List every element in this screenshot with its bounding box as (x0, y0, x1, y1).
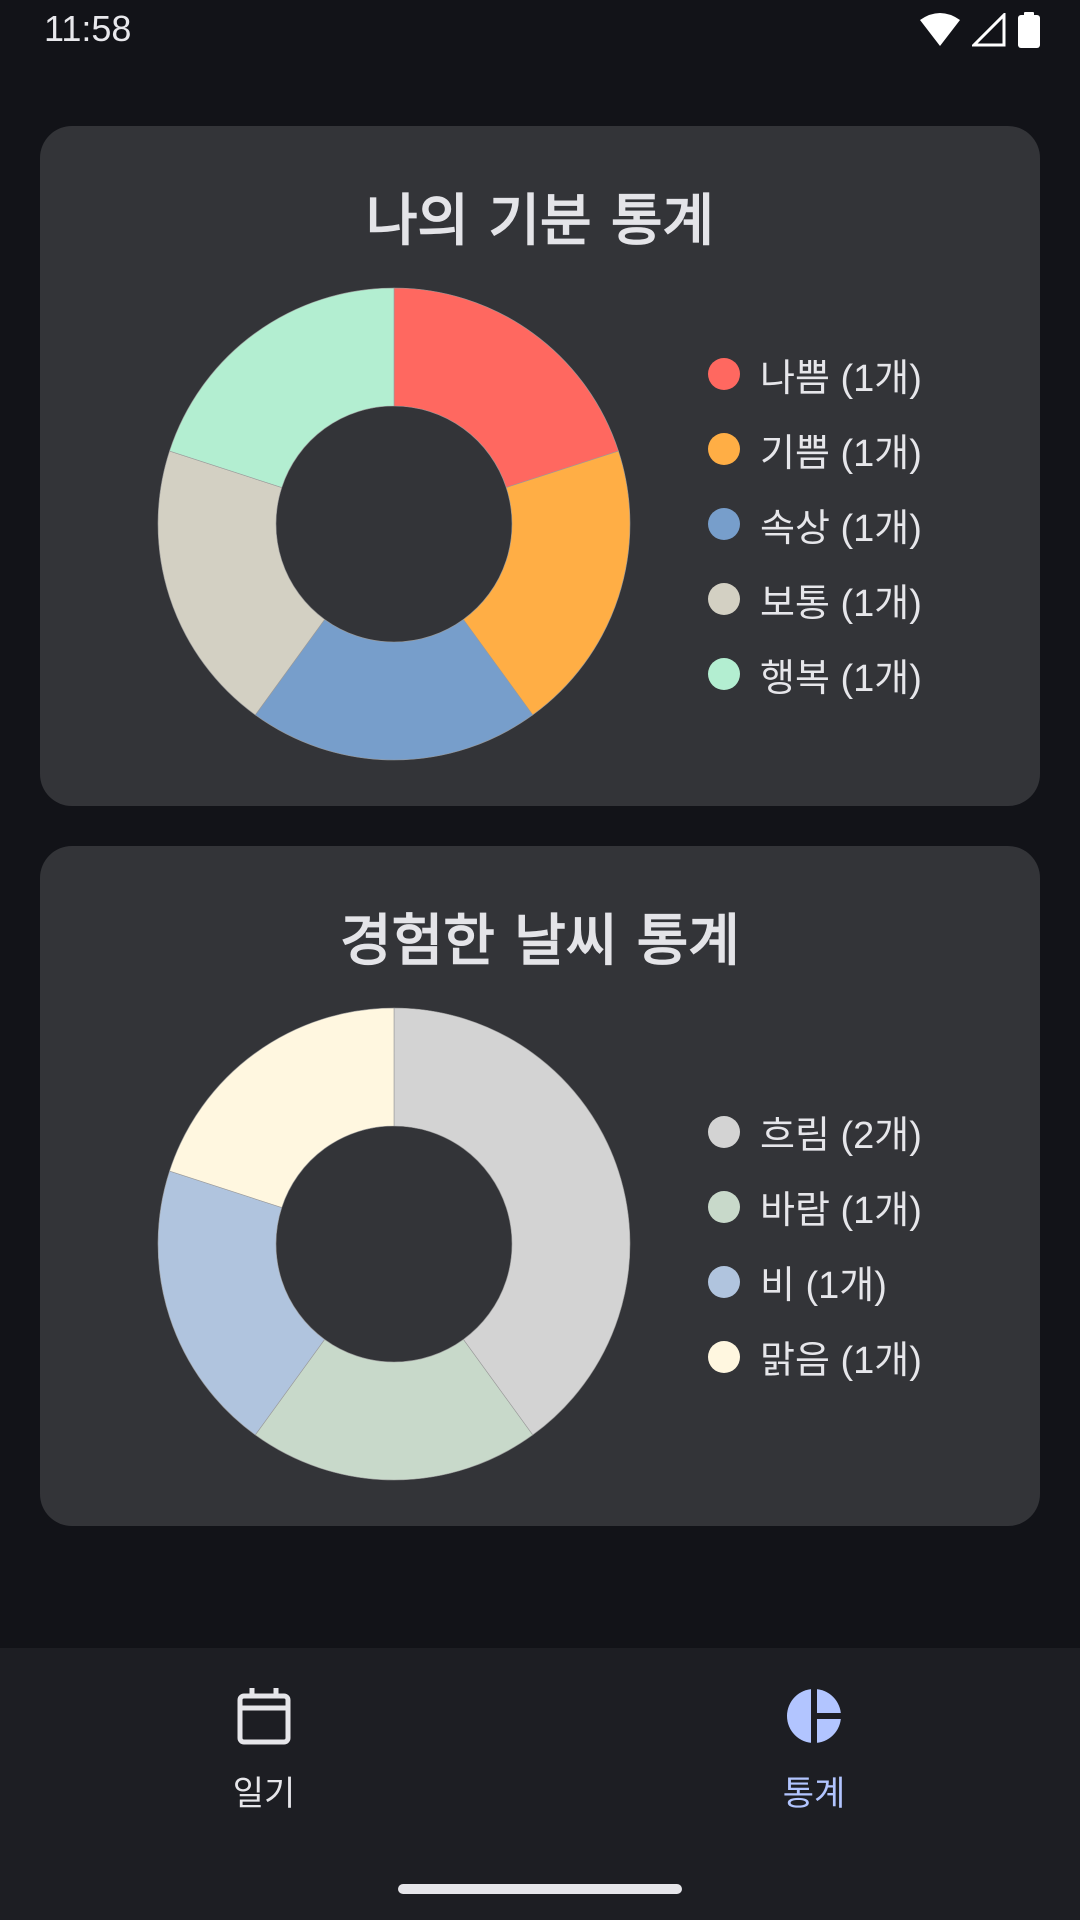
mood-legend-swatch (708, 358, 740, 390)
mood-legend-label: 보통 (1개) (760, 582, 922, 625)
status-bar: 11:58 (0, 0, 1080, 64)
mood-slice-4 (157, 450, 326, 716)
mood-legend-swatch (708, 433, 740, 465)
nav-label-stats: 통계 (782, 1774, 846, 1814)
mood-legend-item: 속상 (1개) (708, 496, 1028, 552)
mood-slice-1 (393, 287, 619, 488)
weather-slice-1 (393, 1007, 631, 1436)
mood-donut-chart (157, 287, 631, 761)
weather-legend-item: 비 (1개) (708, 1254, 1028, 1310)
weather-stats-card: 경험한 날씨 통계 흐림 (2개) 바람 (1개) 비 (1개) 맑음 (1개) (40, 846, 1040, 1526)
mood-legend-label: 기쁨 (1개) (760, 432, 922, 475)
mood-legend-swatch (708, 658, 740, 690)
mood-stats-card: 나의 기분 통계 나쁨 (1개) 기쁨 (1개) 속상 (1개) 보통 (1개) 행복 … (40, 126, 1040, 806)
status-icons (920, 12, 1040, 48)
mood-legend-item: 기쁨 (1개) (708, 421, 1028, 477)
nav-item-diary[interactable]: 일기 (164, 1684, 364, 1815)
weather-legend-item: 흐림 (2개) (708, 1104, 1028, 1160)
mood-legend-label: 행복 (1개) (760, 657, 922, 700)
wifi-icon (920, 13, 960, 46)
mood-legend-swatch (708, 583, 740, 615)
status-time: 11:58 (44, 8, 132, 49)
mood-legend-item: 보통 (1개) (708, 571, 1028, 627)
nav-item-stats[interactable]: 통계 (714, 1684, 914, 1815)
weather-stats-title: 경험한 날씨 통계 (340, 909, 740, 974)
mood-stats-title: 나의 기분 통계 (365, 189, 715, 254)
mood-legend-swatch (708, 508, 740, 540)
weather-legend-label: 비 (1개) (760, 1265, 887, 1307)
mood-legend-label: 나쁨 (1개) (760, 357, 922, 400)
weather-legend-swatch (708, 1340, 740, 1373)
mood-slice-5 (169, 287, 395, 488)
weather-legend-swatch (708, 1265, 740, 1298)
signal-icon (972, 13, 1006, 47)
weather-slice-4 (169, 1007, 395, 1208)
weather-donut-chart (157, 1007, 631, 1481)
mood-slice-3 (254, 619, 534, 761)
weather-legend-item: 맑음 (1개) (708, 1329, 1028, 1385)
mood-slice-2 (462, 450, 631, 716)
weather-slice-3 (157, 1170, 326, 1436)
weather-legend-item: 바람 (1개) (708, 1179, 1028, 1235)
weather-legend-swatch (708, 1115, 740, 1148)
weather-slice-2 (254, 1339, 534, 1481)
mood-legend-item: 행복 (1개) (708, 646, 1028, 702)
weather-legend-label: 흐림 (2개) (760, 1115, 922, 1157)
mood-legend-item: 나쁨 (1개) (708, 346, 1028, 402)
weather-legend-label: 바람 (1개) (760, 1190, 922, 1232)
battery-icon (1018, 12, 1040, 48)
weather-legend-swatch (708, 1190, 740, 1223)
home-indicator[interactable] (398, 1884, 682, 1894)
bottom-navigation: 일기 통계 (0, 1648, 1080, 1920)
nav-label-diary: 일기 (232, 1774, 296, 1814)
pie-chart-icon (787, 1687, 843, 1745)
mood-legend-label: 속상 (1개) (760, 507, 922, 550)
weather-legend-label: 맑음 (1개) (760, 1340, 922, 1382)
calendar-icon (237, 1688, 291, 1745)
